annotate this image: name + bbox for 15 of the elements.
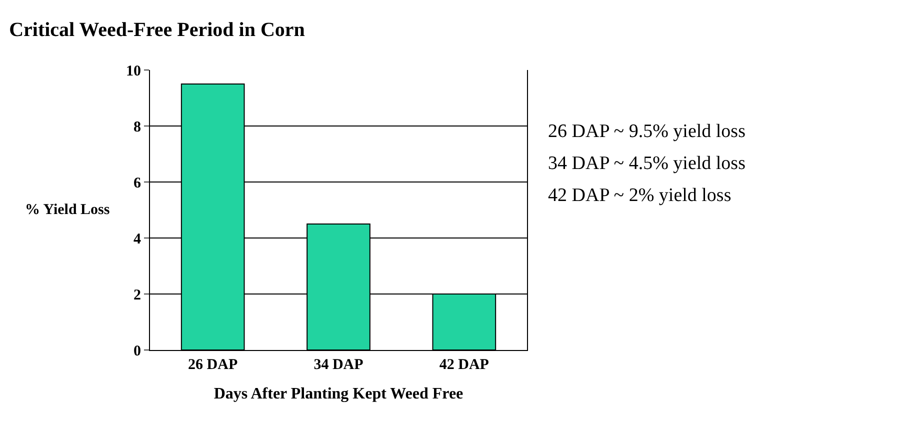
x-tick-label: 34 DAP: [314, 357, 364, 373]
y-tick-label: 8: [134, 119, 141, 136]
y-tick-label: 0: [134, 343, 141, 360]
chart-title: Critical Weed-Free Period in Corn: [9, 19, 305, 41]
text: 26 DAP ~ 9.5% yield loss: [548, 121, 746, 142]
y-axis-title: % Yield Loss: [25, 202, 110, 218]
y-tick-label: 4: [134, 231, 142, 248]
x-axis-title: Days After Planting Kept Weed Free: [214, 386, 464, 403]
text: 42 DAP ~ 2% yield loss: [548, 185, 732, 206]
x-tick-label: 42 DAP: [439, 357, 489, 373]
y-tick-label: 6: [134, 175, 142, 192]
x-tick-label: 26 DAP: [188, 357, 238, 373]
text: 34 DAP ~ 4.5% yield loss: [548, 153, 746, 174]
y-tick-label: 2: [134, 287, 141, 304]
y-tick-label: 10: [126, 63, 141, 80]
